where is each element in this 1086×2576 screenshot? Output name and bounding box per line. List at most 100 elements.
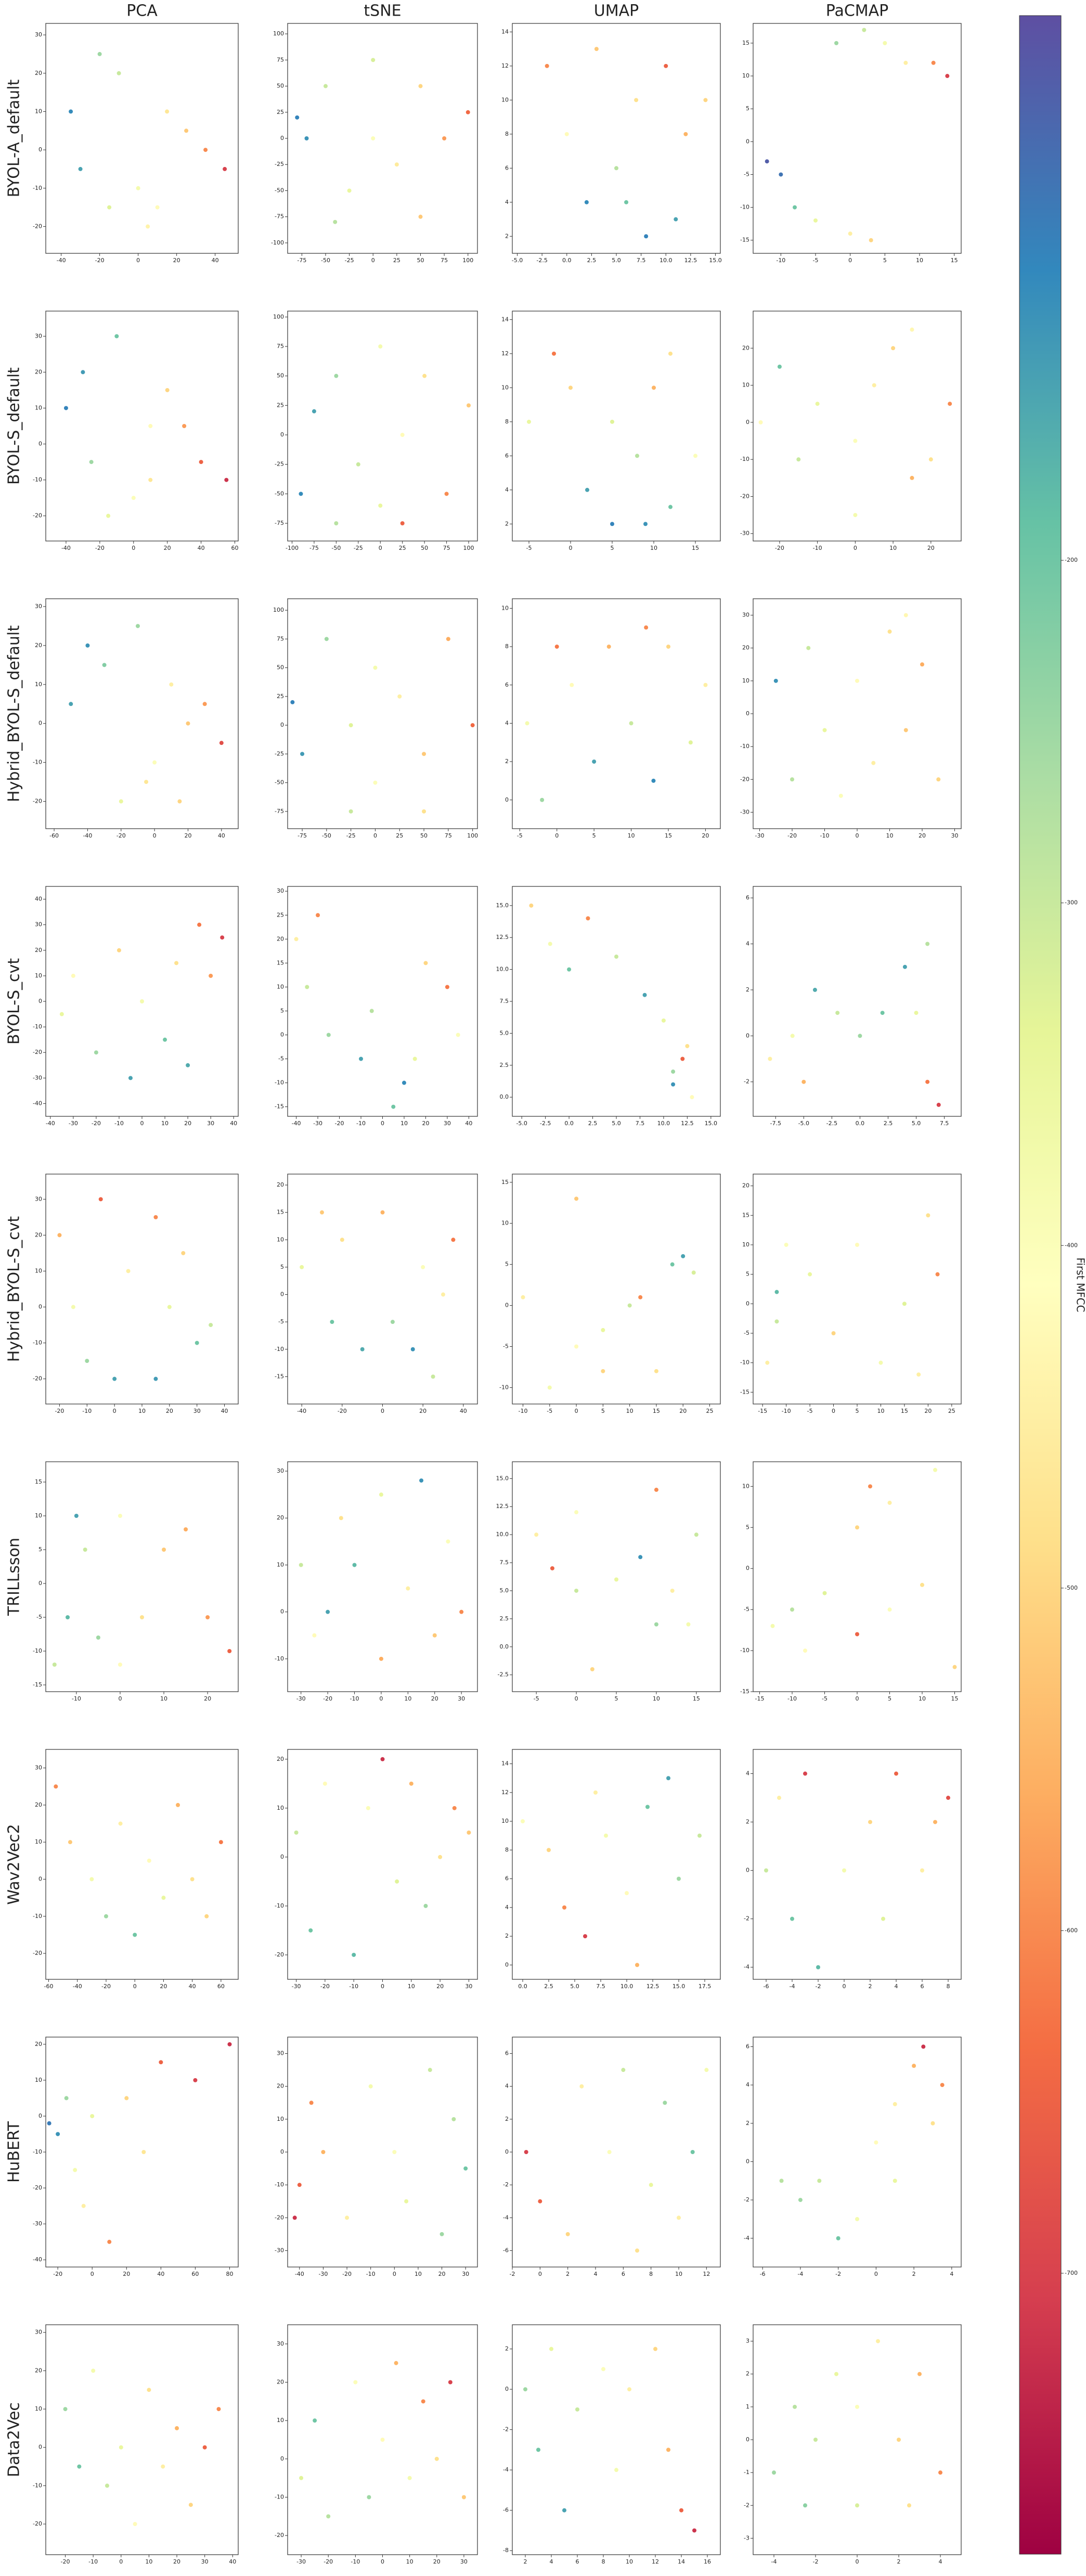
y-tick-label: -10 bbox=[33, 1023, 42, 1030]
point bbox=[574, 1345, 578, 1349]
point bbox=[466, 110, 470, 114]
x-tick-label: 0 bbox=[856, 832, 859, 839]
y-tick-label: -10 bbox=[275, 1902, 284, 1909]
point bbox=[662, 1019, 666, 1023]
x-tick-label: 0 bbox=[140, 1120, 144, 1127]
point bbox=[209, 974, 213, 978]
point bbox=[562, 2508, 566, 2513]
x-tick-label: 14 bbox=[678, 2558, 685, 2565]
point bbox=[305, 136, 309, 140]
y-tick-label: -10 bbox=[33, 1913, 42, 1920]
x-tick-label: 10 bbox=[406, 2558, 413, 2565]
y-tick-label: 0.0 bbox=[500, 1643, 509, 1650]
point bbox=[333, 220, 337, 224]
x-tick-label: 2 bbox=[566, 2271, 570, 2277]
x-tick-label: 0 bbox=[118, 1695, 122, 1702]
point bbox=[893, 2179, 897, 2183]
y-tick-label: 0 bbox=[38, 146, 42, 153]
point bbox=[836, 2236, 841, 2240]
point bbox=[601, 1369, 605, 1373]
x-tick-label: 40 bbox=[230, 1120, 237, 1127]
point bbox=[219, 1840, 223, 1844]
axes-frame bbox=[46, 1749, 238, 1979]
x-tick-label: -30 bbox=[69, 1120, 78, 1127]
point bbox=[607, 645, 611, 649]
point bbox=[853, 439, 857, 443]
y-tick-label: 5.0 bbox=[500, 1029, 509, 1036]
colorbar-tick-label: -500 bbox=[1065, 1585, 1078, 1591]
x-tick-label: -10 bbox=[88, 2558, 98, 2565]
x-tick-label: -4 bbox=[790, 1983, 795, 1990]
x-tick-label: 100 bbox=[467, 832, 478, 839]
point bbox=[548, 1385, 552, 1389]
y-tick-label: -15 bbox=[33, 1681, 42, 1688]
x-tick-label: 0 bbox=[555, 832, 559, 839]
x-tick-label: -25 bbox=[346, 832, 356, 839]
point bbox=[419, 215, 423, 219]
x-tick-label: 10 bbox=[400, 1120, 408, 1127]
y-tick-label: 15 bbox=[277, 1209, 284, 1216]
y-tick-label: -10 bbox=[33, 759, 42, 766]
colorbar-label: First MFCC bbox=[1075, 1257, 1086, 1312]
point bbox=[679, 2508, 683, 2513]
x-tick-label: 0 bbox=[843, 1983, 846, 1990]
x-tick-label: -25 bbox=[354, 545, 363, 551]
point bbox=[312, 1633, 316, 1638]
point bbox=[219, 741, 224, 745]
y-tick-label: 0 bbox=[280, 1608, 284, 1615]
point bbox=[94, 1050, 98, 1054]
point bbox=[126, 1269, 131, 1273]
x-tick-label: -6 bbox=[764, 1983, 769, 1990]
y-tick-label: 100 bbox=[273, 313, 284, 320]
y-tick-label: 20 bbox=[35, 2367, 42, 2374]
x-tick-label: 40 bbox=[221, 1408, 228, 1414]
point bbox=[932, 61, 936, 65]
point bbox=[585, 488, 589, 492]
point bbox=[897, 2438, 901, 2442]
y-tick-label: 100 bbox=[273, 607, 284, 613]
point bbox=[294, 1831, 299, 1835]
x-tick-label: 15 bbox=[653, 1408, 660, 1414]
point bbox=[339, 1516, 343, 1520]
point bbox=[47, 2121, 51, 2126]
point bbox=[693, 454, 697, 458]
axes-frame bbox=[753, 2037, 961, 2267]
x-tick-label: 80 bbox=[226, 2271, 233, 2277]
point bbox=[367, 2495, 371, 2500]
point bbox=[842, 1869, 846, 1873]
point bbox=[703, 98, 707, 102]
point bbox=[224, 478, 228, 482]
point bbox=[177, 800, 182, 804]
point bbox=[832, 1331, 836, 1335]
y-tick-label: -20 bbox=[33, 2184, 42, 2191]
row-label: Wav2Vec2 bbox=[5, 1824, 23, 1904]
x-tick-label: -20 bbox=[55, 1408, 64, 1414]
point bbox=[953, 1665, 957, 1669]
point bbox=[691, 2150, 695, 2154]
point bbox=[574, 1510, 578, 1514]
point bbox=[57, 1233, 61, 1237]
y-tick-label: -20 bbox=[275, 1951, 284, 1958]
point bbox=[574, 1196, 578, 1201]
axes-frame bbox=[512, 2037, 720, 2267]
y-tick-label: -2 bbox=[744, 1915, 749, 1922]
point bbox=[340, 1238, 344, 1242]
x-tick-label: 30 bbox=[460, 2558, 468, 2565]
y-tick-label: -10 bbox=[33, 185, 42, 191]
point bbox=[445, 492, 449, 496]
y-tick-label: 14 bbox=[501, 316, 509, 323]
x-tick-label: 2 bbox=[524, 2558, 527, 2565]
point bbox=[421, 2399, 425, 2403]
point bbox=[635, 1963, 639, 1967]
x-tick-label: 0 bbox=[381, 2558, 384, 2565]
point bbox=[839, 794, 843, 798]
point bbox=[165, 109, 169, 113]
x-tick-label: 25 bbox=[393, 257, 400, 264]
y-tick-label: 0 bbox=[38, 1304, 42, 1310]
x-tick-label: 5 bbox=[883, 257, 887, 264]
point bbox=[422, 809, 426, 814]
point bbox=[451, 1238, 455, 1242]
column-title: PCA bbox=[126, 2, 158, 20]
point bbox=[907, 2503, 911, 2507]
